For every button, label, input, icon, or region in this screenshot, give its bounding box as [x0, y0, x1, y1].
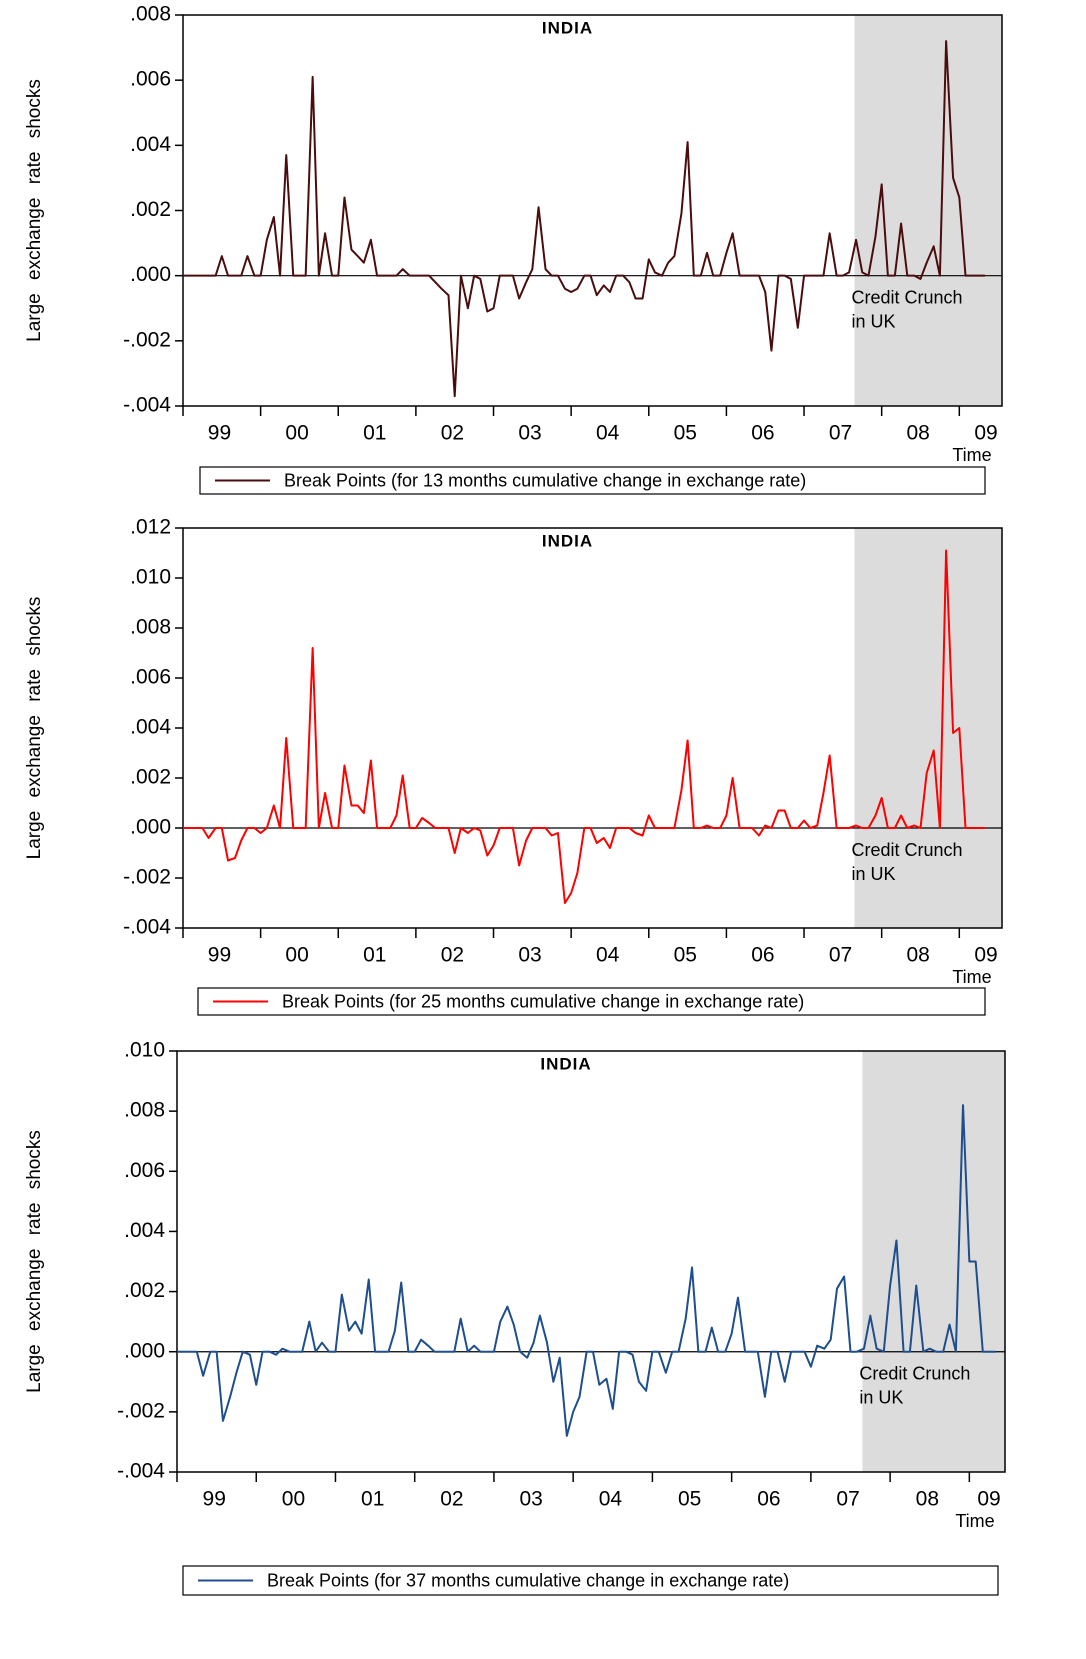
chart-title: INDIA [540, 1054, 591, 1073]
x-tick-label: 04 [596, 422, 620, 445]
x-tick-label: 03 [519, 1488, 542, 1511]
y-tick-label: -.004 [123, 916, 171, 939]
legend-label: Break Points (for 13 months cumulative c… [284, 470, 806, 490]
annotation: in UK [852, 864, 896, 884]
annotation: Credit Crunch [852, 840, 963, 860]
x-tick-label: 04 [596, 944, 620, 967]
y-tick-label: .010 [124, 1039, 165, 1062]
x-axis-label: Time [952, 445, 991, 465]
x-tick-label: 04 [599, 1488, 623, 1511]
x-tick-label: 03 [518, 944, 541, 967]
y-tick-label: .006 [124, 1159, 165, 1182]
y-tick-label: .000 [130, 816, 171, 839]
chart-title: INDIA [542, 18, 593, 37]
legend-box [197, 987, 986, 1016]
x-tick-label: 99 [203, 1488, 226, 1511]
x-tick-label: 01 [361, 1488, 384, 1511]
x-tick-label: 05 [674, 944, 697, 967]
y-tick-label: .000 [124, 1339, 165, 1362]
y-tick-label: .008 [124, 1099, 165, 1122]
y-tick-label: .000 [130, 263, 171, 286]
plot-frame [176, 1050, 1006, 1473]
y-tick-label: -.002 [123, 328, 171, 351]
x-tick-label: 00 [282, 1488, 305, 1511]
x-tick-label: 02 [441, 944, 464, 967]
y-tick-label: .008 [130, 616, 171, 639]
y-tick-label: .004 [124, 1219, 165, 1242]
series-line [183, 549, 985, 904]
x-tick-label: 01 [363, 422, 386, 445]
x-tick-label: 08 [916, 1488, 939, 1511]
annotation: in UK [859, 1387, 903, 1407]
y-tick-label: -.002 [117, 1399, 165, 1422]
series-line [177, 1104, 996, 1437]
shaded-region [854, 15, 1002, 406]
x-tick-label: 06 [751, 422, 774, 445]
x-axis-label: Time [955, 1511, 994, 1531]
legend-label: Break Points (for 37 months cumulative c… [267, 1570, 789, 1590]
x-tick-label: 05 [674, 422, 697, 445]
x-tick-label: 99 [208, 422, 231, 445]
x-tick-label: 01 [363, 944, 386, 967]
y-tick-label: .002 [130, 198, 171, 221]
x-tick-label: 07 [829, 422, 852, 445]
legend-box [182, 1565, 999, 1596]
annotation: Credit Crunch [859, 1363, 970, 1383]
x-tick-label: 99 [208, 944, 231, 967]
x-tick-label: 02 [441, 422, 464, 445]
x-tick-label: 06 [757, 1488, 780, 1511]
x-tick-label: 00 [285, 422, 308, 445]
series-line [183, 40, 985, 398]
x-tick-label: 06 [751, 944, 774, 967]
x-tick-label: 00 [285, 944, 308, 967]
y-tick-label: .006 [130, 68, 171, 91]
shaded-region [862, 1051, 1005, 1472]
y-tick-label: -.004 [123, 394, 171, 417]
x-tick-label: 05 [678, 1488, 701, 1511]
x-tick-label: 09 [974, 422, 997, 445]
x-axis-label: Time [952, 967, 991, 987]
x-tick-label: 09 [974, 944, 997, 967]
x-tick-label: 07 [829, 944, 852, 967]
y-axis-label: Large exchange rate shocks [24, 79, 45, 342]
y-axis-label: Large exchange rate shocks [24, 597, 45, 860]
y-tick-label: .006 [130, 666, 171, 689]
x-tick-label: 02 [440, 1488, 463, 1511]
legend-label: Break Points (for 25 months cumulative c… [282, 991, 804, 1011]
annotation: in UK [852, 311, 896, 331]
legend-box [199, 466, 986, 495]
y-tick-label: .002 [124, 1279, 165, 1302]
y-tick-label: .004 [130, 716, 171, 739]
y-tick-label: .004 [130, 133, 171, 156]
y-tick-label: .010 [130, 566, 171, 589]
shaded-region [854, 528, 1002, 928]
x-tick-label: 07 [836, 1488, 859, 1511]
annotation: Credit Crunch [852, 287, 963, 307]
y-tick-label: -.002 [123, 866, 171, 889]
chart-title: INDIA [542, 531, 593, 550]
y-tick-label: .008 [130, 3, 171, 26]
y-tick-label: .012 [130, 516, 171, 539]
y-tick-label: -.004 [117, 1460, 165, 1483]
x-tick-label: 08 [906, 422, 929, 445]
x-tick-label: 08 [906, 944, 929, 967]
y-tick-label: .002 [130, 766, 171, 789]
y-axis-label: Large exchange rate shocks [24, 1130, 45, 1393]
x-tick-label: 03 [518, 422, 541, 445]
x-tick-label: 09 [977, 1488, 1000, 1511]
